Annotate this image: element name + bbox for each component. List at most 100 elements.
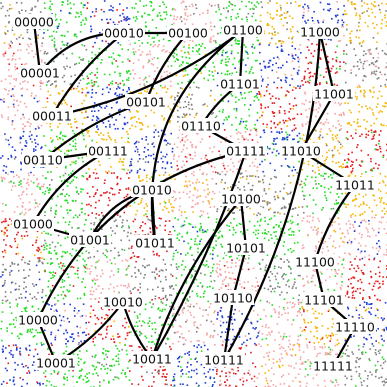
node-label: 00101 bbox=[126, 95, 166, 110]
node-00001: 00001 bbox=[19, 65, 61, 81]
node-label: 01011 bbox=[135, 236, 175, 251]
node-label-background bbox=[131, 351, 173, 366]
node-label: 01100 bbox=[223, 23, 263, 38]
node-00110: 00110 bbox=[22, 152, 64, 168]
node-label: 00001 bbox=[20, 66, 60, 81]
tree-edge bbox=[50, 31, 126, 118]
node-label: 10011 bbox=[132, 352, 172, 367]
tree-edge bbox=[318, 30, 336, 96]
node-11100: 11100 bbox=[294, 254, 336, 270]
node-label-background bbox=[69, 232, 111, 247]
node-label: 01000 bbox=[13, 217, 53, 232]
node-label: 10110 bbox=[213, 291, 253, 306]
node-label: 10100 bbox=[221, 192, 261, 207]
node-label-background bbox=[180, 118, 222, 133]
node-label-background bbox=[334, 319, 376, 334]
node-10111: 10111 bbox=[203, 352, 245, 368]
node-label: 00011 bbox=[32, 109, 72, 124]
node-label-background bbox=[225, 143, 267, 158]
node-10100: 10100 bbox=[220, 191, 262, 207]
tree-edges bbox=[31, 20, 357, 368]
node-label-background bbox=[219, 76, 261, 91]
node-label: 00110 bbox=[23, 153, 63, 168]
tree-edge bbox=[121, 300, 154, 361]
node-label-background bbox=[102, 294, 144, 309]
node-label-background bbox=[299, 24, 341, 39]
node-00010: 00010 bbox=[103, 25, 145, 41]
node-10011: 10011 bbox=[131, 351, 173, 367]
node-label-background bbox=[35, 355, 77, 370]
node-11010: 11010 bbox=[280, 143, 322, 159]
node-label-background bbox=[125, 94, 167, 109]
node-label-background bbox=[167, 25, 209, 40]
node-11110: 11110 bbox=[334, 319, 376, 335]
node-00111: 00111 bbox=[87, 143, 129, 159]
tree-edge bbox=[50, 28, 245, 118]
node-label: 11000 bbox=[300, 25, 340, 40]
node-label-background bbox=[334, 177, 376, 192]
node-label: 10111 bbox=[204, 353, 244, 368]
node-00100: 00100 bbox=[167, 25, 209, 41]
node-label-background bbox=[303, 292, 345, 307]
node-01101: 01101 bbox=[219, 76, 261, 92]
tree-edge bbox=[150, 28, 245, 245]
node-label-background bbox=[312, 358, 354, 373]
node-11111: 11111 bbox=[312, 358, 354, 374]
node-01100: 01100 bbox=[222, 22, 264, 38]
node-10010: 10010 bbox=[102, 294, 144, 310]
node-label: 01111 bbox=[226, 144, 266, 159]
node-labels: 00000 00001 00010 00011 00100 00101 00110 00111… bbox=[12, 14, 376, 374]
tree-edge bbox=[313, 183, 357, 264]
node-10000: 10000 bbox=[17, 312, 59, 328]
node-label-background bbox=[17, 312, 59, 327]
node-label-background bbox=[134, 235, 176, 250]
node-01110: 01110 bbox=[180, 118, 222, 134]
node-01011: 01011 bbox=[134, 235, 176, 251]
node-00101: 00101 bbox=[125, 94, 167, 110]
node-01001: 01001 bbox=[69, 232, 111, 248]
node-00000: 00000 bbox=[13, 14, 55, 30]
node-label: 11111 bbox=[313, 359, 353, 374]
node-label: 01110 bbox=[181, 119, 221, 134]
node-11000: 11000 bbox=[299, 24, 341, 40]
node-label-background bbox=[203, 352, 245, 367]
node-label: 11100 bbox=[295, 255, 335, 270]
node-label-background bbox=[22, 152, 64, 167]
tree-edge bbox=[36, 149, 248, 322]
node-label: 11101 bbox=[304, 293, 344, 308]
node-label-background bbox=[131, 182, 173, 197]
node-label: 10000 bbox=[18, 313, 58, 328]
node-label-background bbox=[225, 240, 267, 255]
node-label-background bbox=[313, 86, 355, 101]
node-label-background bbox=[222, 22, 264, 37]
node-11101: 11101 bbox=[303, 292, 345, 308]
node-10001: 10001 bbox=[35, 355, 77, 371]
node-label-background bbox=[12, 216, 54, 231]
node-10110: 10110 bbox=[212, 290, 254, 306]
node-label: 01101 bbox=[220, 77, 260, 92]
node-label-background bbox=[31, 108, 73, 123]
node-label: 11010 bbox=[281, 144, 321, 159]
node-label: 10010 bbox=[103, 295, 143, 310]
node-label-background bbox=[220, 191, 262, 206]
tree-edge bbox=[150, 197, 243, 361]
node-label: 10101 bbox=[226, 241, 266, 256]
node-label-background bbox=[13, 14, 55, 29]
tree-edge bbox=[54, 300, 125, 365]
node-11001: 11001 bbox=[313, 86, 355, 102]
tree-edge bbox=[222, 30, 322, 362]
node-label: 00000 bbox=[14, 15, 54, 30]
node-10101: 10101 bbox=[225, 240, 267, 256]
node-label-background bbox=[87, 143, 129, 158]
node-label-background bbox=[103, 25, 145, 40]
node-label: 10001 bbox=[36, 356, 76, 371]
node-label: 11001 bbox=[314, 87, 354, 102]
node-label: 00111 bbox=[88, 144, 128, 159]
node-00011: 00011 bbox=[31, 108, 73, 124]
node-label-background bbox=[19, 65, 61, 80]
node-label: 11011 bbox=[335, 178, 375, 193]
tree-edge bbox=[150, 149, 248, 361]
node-label: 00100 bbox=[168, 26, 208, 41]
